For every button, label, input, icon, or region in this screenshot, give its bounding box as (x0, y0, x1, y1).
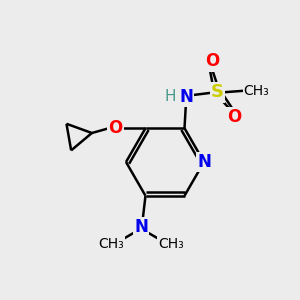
Text: H: H (165, 88, 176, 104)
Text: N: N (197, 153, 211, 171)
Text: CH₃: CH₃ (98, 237, 124, 251)
Text: S: S (211, 83, 224, 101)
Text: O: O (108, 119, 123, 137)
Text: N: N (134, 218, 148, 236)
Text: N: N (179, 88, 193, 106)
Text: O: O (227, 108, 241, 126)
Text: CH₃: CH₃ (158, 237, 184, 251)
Text: CH₃: CH₃ (244, 84, 269, 98)
Text: O: O (205, 52, 219, 70)
